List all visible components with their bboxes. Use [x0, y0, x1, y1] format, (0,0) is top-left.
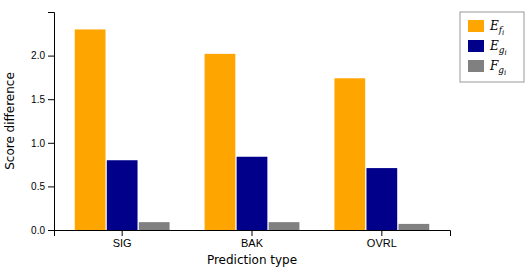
y-tick-label: 0.0: [31, 225, 45, 236]
legend-frame: [460, 12, 524, 82]
y-tick-mark: [48, 230, 54, 231]
bar: [205, 54, 236, 230]
y-tick-mark: [48, 186, 54, 187]
legend-label: Fgi: [489, 59, 506, 77]
bar: [366, 168, 397, 230]
y-tick-mark: [48, 99, 54, 100]
y-tick-mark: [48, 56, 54, 57]
x-axis-title: Prediction type: [207, 253, 297, 267]
y-axis: 0.0 0.5 1.0 1.5 2.0: [31, 13, 54, 236]
bar: [269, 222, 300, 230]
bars: [75, 29, 429, 230]
bar-series: [75, 29, 365, 230]
bar: [398, 224, 429, 230]
x-tick-mark: [381, 230, 382, 236]
bar-series: [107, 157, 397, 230]
legend-item: Efi: [468, 19, 504, 37]
y-tick-label: 1.5: [31, 94, 45, 105]
x-tick: BAK: [241, 230, 264, 249]
x-tick-label: SIG: [113, 237, 132, 249]
bar: [334, 78, 365, 230]
x-tick-label: BAK: [241, 237, 264, 249]
bar: [107, 160, 138, 230]
y-axis-title: Score difference: [3, 72, 17, 170]
legend-swatch: [468, 60, 484, 72]
legend-item: Fgi: [468, 59, 506, 77]
x-tick-mark: [122, 230, 123, 236]
y-tick-mark: [48, 143, 54, 144]
legend-swatch: [468, 20, 484, 32]
bar: [75, 29, 106, 230]
x-tick: SIG: [113, 230, 132, 249]
y-tick: 0.0: [31, 225, 54, 236]
chart: SIG BAK OVRL 0.0 0.5 1.0 1.5 2.0 Prediction type…: [0, 0, 532, 272]
y-tick: 2.0: [31, 50, 54, 61]
y-tick: 0.5: [31, 181, 54, 192]
x-axis: SIG BAK OVRL: [55, 230, 451, 249]
x-tick: OVRL: [367, 230, 397, 249]
y-tick-label: 2.0: [31, 50, 45, 61]
legend-item: Egi: [468, 39, 507, 57]
bar: [139, 222, 170, 230]
plot: SIG BAK OVRL 0.0 0.5 1.0 1.5 2.0 Prediction type…: [3, 12, 524, 267]
x-tick-mark: [252, 230, 253, 236]
y-tick: 1.0: [31, 138, 54, 149]
y-tick: 1.5: [31, 94, 54, 105]
legend-label: Efi: [489, 19, 504, 37]
x-axis-line: [55, 231, 451, 237]
x-tick-label: OVRL: [367, 237, 397, 249]
legend-swatch: [468, 40, 484, 52]
y-tick-label: 0.5: [31, 181, 45, 192]
y-axis-line: [48, 13, 55, 231]
y-tick-label: 1.0: [31, 138, 45, 149]
bar-series: [139, 222, 429, 230]
bar: [237, 157, 268, 230]
legend-label: Egi: [489, 39, 507, 57]
legend: Efi Egi Fgi: [460, 12, 524, 82]
